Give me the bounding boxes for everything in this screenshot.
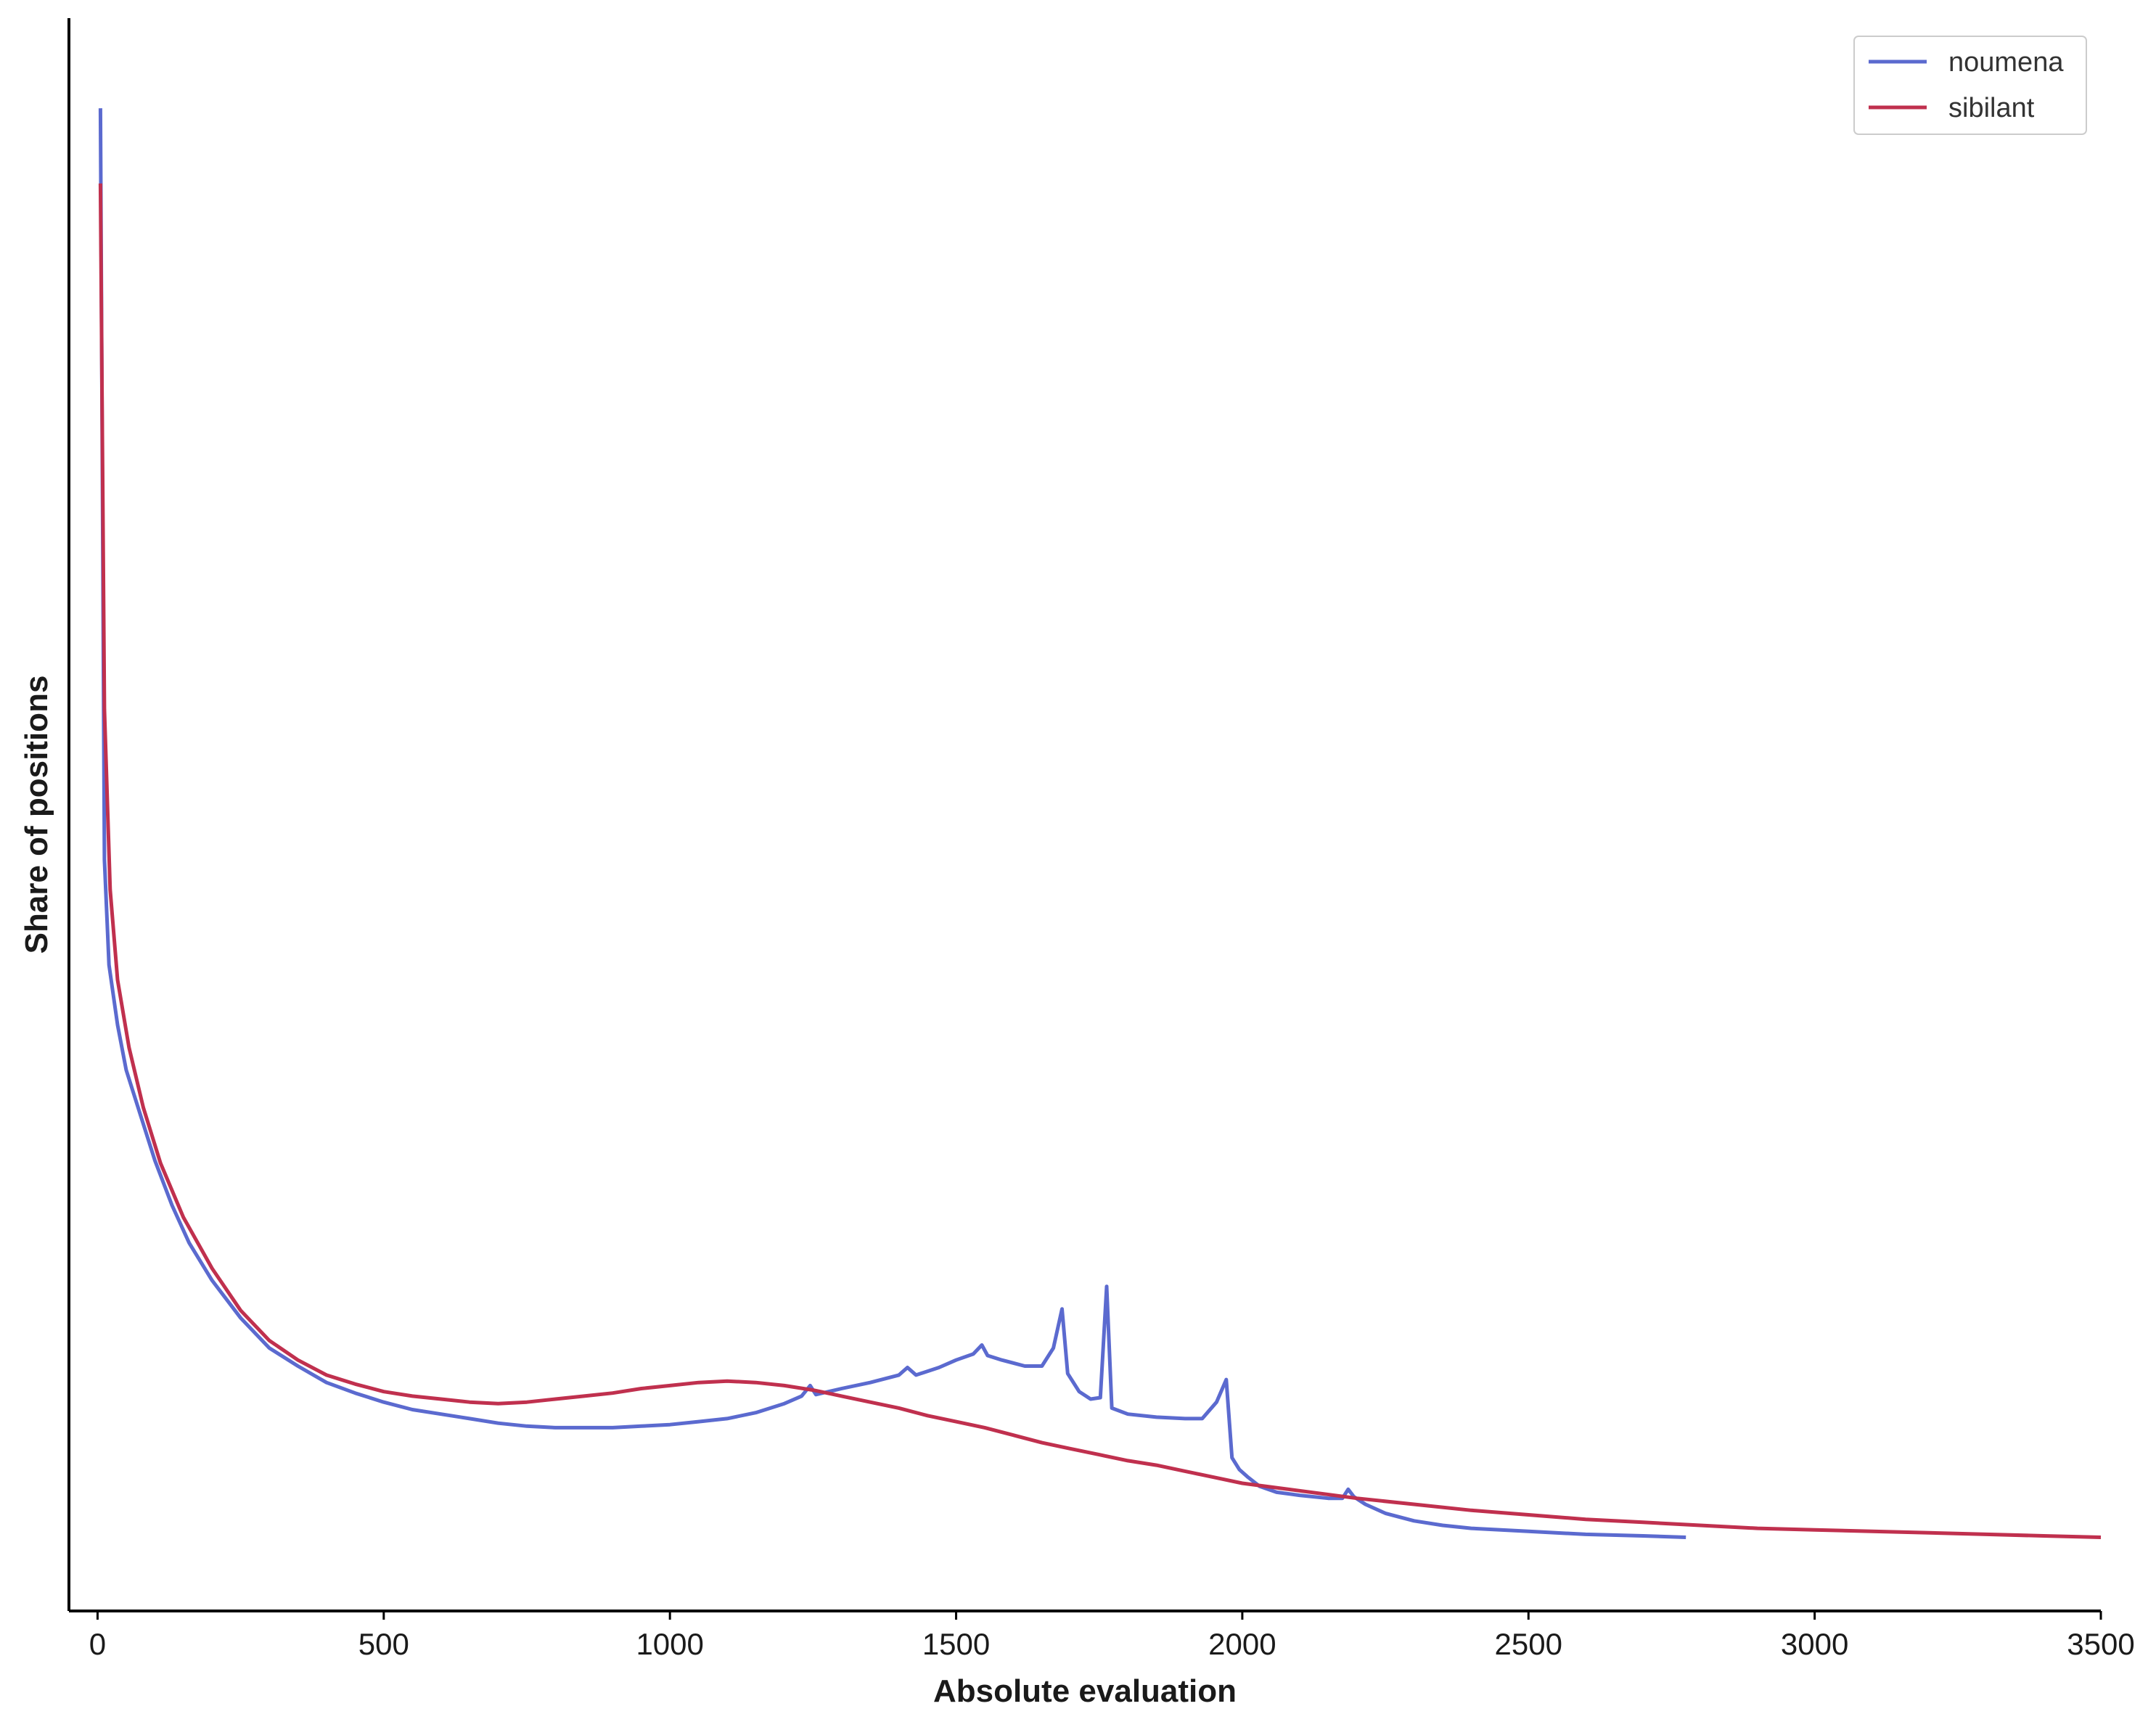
x-tick-label: 2500 — [1495, 1627, 1562, 1661]
x-tick-label: 2000 — [1208, 1627, 1276, 1661]
series-line-noumena — [98, 108, 1686, 1539]
x-tick-label: 3000 — [1781, 1627, 1848, 1661]
x-tick-label: 3500 — [2067, 1627, 2134, 1661]
series-layer — [98, 108, 2102, 1539]
y-axis-title: Share of positions — [19, 676, 54, 954]
x-ticks: 0 500 1000 1500 2000 2500 3000 3500 — [89, 1611, 2135, 1661]
legend-label-noumena: noumena — [1948, 47, 2064, 78]
axes — [67, 18, 2101, 1612]
x-tick-label: 1000 — [636, 1627, 703, 1661]
series-line-sibilant — [98, 183, 2102, 1539]
legend: noumena sibilant — [1853, 36, 2087, 135]
x-tick-label: 0 — [89, 1627, 106, 1661]
x-axis-title: Absolute evaluation — [933, 1673, 1237, 1709]
legend-label-sibilant: sibilant — [1948, 93, 2035, 123]
x-tick-label: 1500 — [922, 1627, 990, 1661]
x-tick-label: 500 — [358, 1627, 409, 1661]
